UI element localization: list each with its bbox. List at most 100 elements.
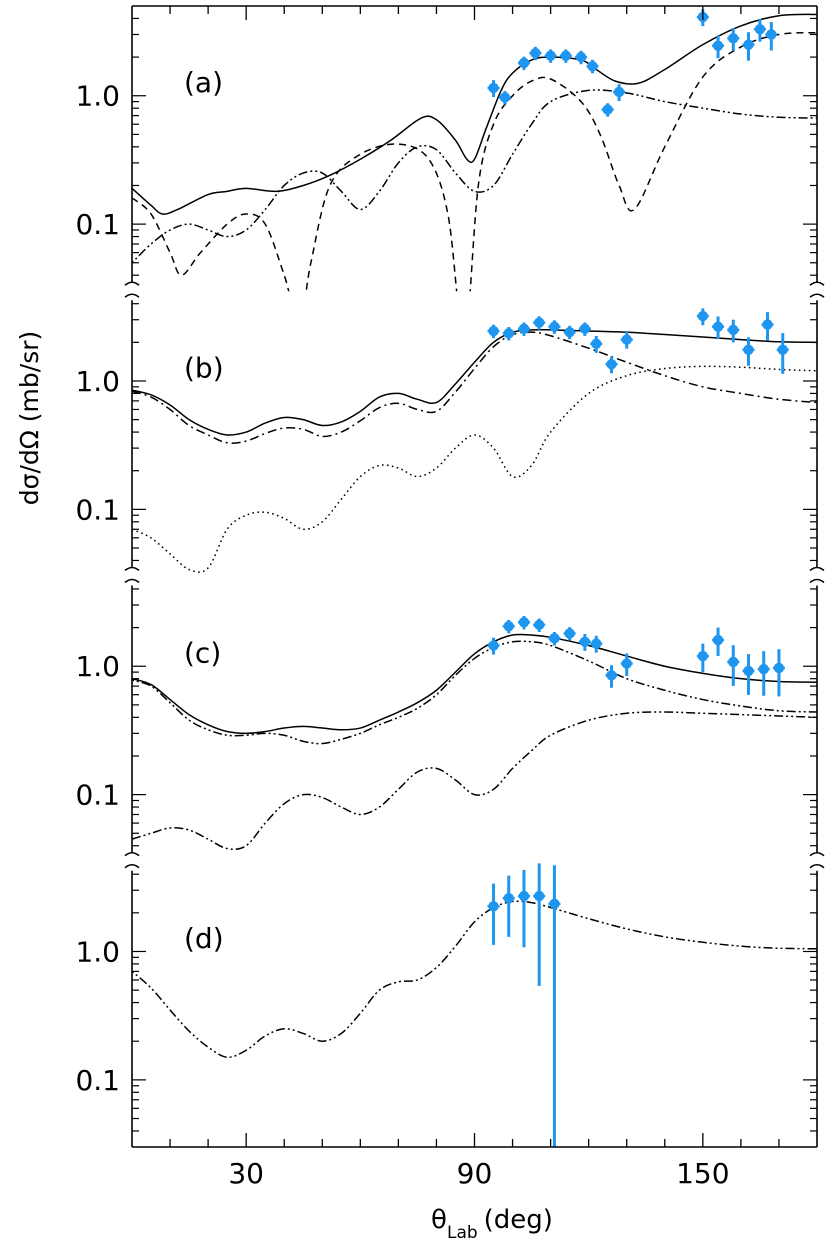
data-point — [487, 883, 500, 945]
axis-break-mark — [809, 281, 825, 298]
data-marker — [712, 321, 724, 332]
panel-b: 1.0 0.1 (b) — [75, 303, 817, 573]
data-marker — [728, 33, 739, 44]
data-point — [548, 631, 561, 646]
data-marker — [743, 344, 754, 355]
data-marker — [549, 898, 560, 910]
data-marker — [575, 51, 587, 63]
data-point — [696, 308, 709, 326]
data-marker — [606, 670, 617, 681]
data-point — [772, 649, 785, 697]
data-marker — [743, 39, 754, 50]
data-marker — [777, 344, 788, 355]
data-marker — [712, 634, 724, 646]
data-marker — [712, 40, 724, 51]
data-point — [533, 618, 546, 632]
curve-dotted — [132, 365, 817, 573]
curve-solid — [132, 633, 817, 735]
data-point — [575, 50, 588, 65]
data-marker — [621, 334, 632, 345]
data-marker — [728, 324, 739, 336]
data-marker — [606, 359, 617, 370]
data-marker — [533, 317, 545, 328]
curve-dash-dot-dot — [132, 711, 817, 851]
data-marker — [754, 23, 766, 35]
data-point — [517, 56, 530, 71]
data-point — [586, 59, 599, 74]
data-point — [533, 316, 546, 330]
data-point — [605, 356, 618, 374]
data-marker — [773, 662, 785, 674]
y-tick-label: 0.1 — [75, 1064, 120, 1097]
plot-frame — [124, 5, 825, 1148]
axis-break-mark — [124, 566, 140, 584]
data-marker — [549, 321, 560, 332]
data-marker — [545, 50, 556, 61]
data-point — [502, 327, 515, 341]
data-marker — [579, 636, 591, 648]
model-curves — [132, 900, 817, 1059]
y-tick-label: 0.1 — [75, 208, 120, 241]
data-point — [487, 637, 500, 655]
panel-d: 1.0 0.1 (d) — [75, 863, 817, 1147]
data-point — [620, 331, 633, 349]
data-marker — [697, 650, 709, 662]
data-point — [517, 869, 530, 948]
data-point — [559, 49, 572, 63]
x-tick-label: 30 — [228, 1157, 264, 1190]
data-point — [487, 324, 500, 339]
data-marker — [621, 658, 632, 669]
y-tick-label: 0.1 — [75, 779, 120, 812]
axis-break-mark — [809, 566, 825, 584]
axis-break-mark — [809, 852, 825, 869]
data-point — [776, 333, 789, 374]
data-marker — [587, 60, 598, 72]
data-point — [727, 28, 740, 51]
data-marker — [560, 50, 572, 61]
data-point — [620, 653, 633, 676]
data-point — [761, 312, 774, 341]
curve-dot-dot-dash — [132, 89, 817, 264]
data-marker — [518, 617, 530, 628]
curve-dot-dot-dash — [132, 900, 817, 1059]
data-point — [590, 635, 603, 653]
panel-label: (d) — [184, 922, 224, 955]
data-point — [712, 35, 725, 59]
axis-break-mark — [124, 281, 140, 298]
data-marker — [518, 890, 530, 902]
panels: 1.0 0.1 (a) 1.0 0.1 (b) 1.0 0.1 (c) 1.0 0.1 (d) — [75, 9, 817, 1147]
x-tick-label: 90 — [457, 1157, 493, 1190]
data-point — [696, 643, 709, 673]
data-point — [742, 654, 755, 695]
data-marker — [743, 665, 754, 677]
data-point — [757, 651, 770, 696]
data-marker — [613, 86, 625, 98]
y-tick-label: 0.1 — [75, 493, 120, 526]
data-points — [487, 9, 778, 117]
data-marker — [564, 628, 575, 639]
curve-solid — [132, 13, 817, 215]
data-point — [487, 80, 500, 98]
x-axis-label-subscript: Lab — [447, 1223, 478, 1243]
data-marker — [503, 328, 514, 339]
data-marker — [602, 104, 613, 115]
data-marker — [579, 323, 591, 334]
y-tick-label: 1.0 — [75, 650, 120, 683]
data-point — [517, 322, 530, 336]
curve-dashed — [132, 31, 817, 292]
curve-solid — [132, 328, 817, 436]
model-curves — [132, 328, 817, 573]
data-point — [753, 19, 766, 42]
data-point — [601, 103, 614, 117]
data-point — [605, 665, 618, 688]
y-axis-label: dσ/dΩ (mb/sr) — [15, 331, 44, 506]
data-marker — [766, 29, 777, 40]
data-point — [544, 49, 557, 63]
x-axis-label-unit: (deg) — [484, 1205, 553, 1235]
data-marker — [564, 326, 575, 338]
y-tick-label: 1.0 — [75, 935, 120, 968]
panel-a: 1.0 0.1 (a) — [75, 9, 817, 292]
data-marker — [488, 325, 499, 337]
data-point — [517, 615, 530, 630]
data-marker — [488, 82, 499, 94]
